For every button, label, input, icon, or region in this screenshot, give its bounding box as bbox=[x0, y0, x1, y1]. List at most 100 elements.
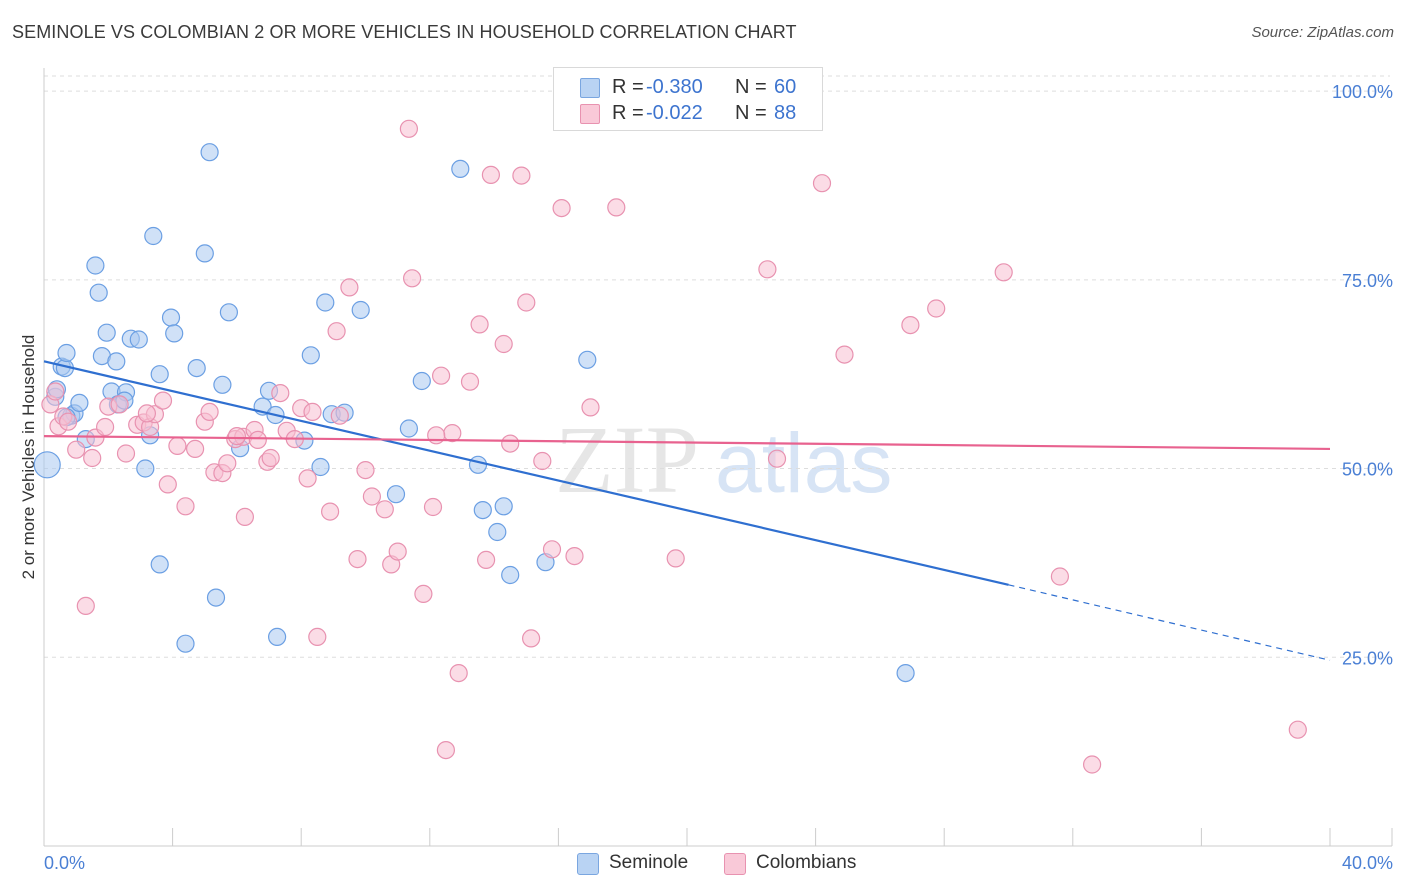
point-seminole bbox=[57, 343, 76, 363]
series-legend: Seminole Colombians bbox=[0, 850, 1406, 880]
point-colombians bbox=[812, 174, 832, 193]
gridlines bbox=[44, 75, 1390, 658]
point-colombians bbox=[235, 507, 254, 527]
point-seminole bbox=[33, 451, 61, 479]
point-seminole bbox=[896, 663, 915, 683]
point-colombians bbox=[767, 449, 787, 468]
point-seminole bbox=[578, 350, 597, 369]
point-seminole bbox=[107, 352, 126, 371]
legend-label-colombians: Colombians bbox=[756, 852, 857, 873]
point-colombians bbox=[298, 469, 317, 488]
point-colombians bbox=[321, 502, 340, 521]
point-seminole bbox=[200, 143, 219, 162]
legend-r-label: R = bbox=[612, 102, 644, 124]
legend-r-label: R = bbox=[612, 76, 644, 98]
point-seminole bbox=[176, 634, 195, 653]
point-colombians bbox=[494, 334, 513, 354]
point-seminole bbox=[351, 300, 370, 320]
point-colombians bbox=[95, 417, 115, 437]
point-seminole bbox=[301, 346, 320, 365]
point-seminole bbox=[451, 159, 470, 178]
legend-swatch-colombians bbox=[724, 853, 746, 875]
point-colombians bbox=[666, 549, 685, 568]
point-colombians bbox=[758, 260, 777, 279]
trend-lines bbox=[43, 360, 1331, 661]
y-tick-label: 75.0% bbox=[1342, 271, 1393, 291]
point-seminole bbox=[129, 330, 148, 349]
legend-swatch-seminole bbox=[580, 78, 600, 98]
point-seminole bbox=[97, 323, 116, 342]
legend-n-value: 88 bbox=[774, 102, 797, 124]
point-colombians bbox=[362, 487, 381, 506]
point-seminole bbox=[89, 283, 108, 302]
legend-n-value: 60 bbox=[774, 76, 797, 98]
point-colombians bbox=[248, 430, 267, 449]
point-seminole bbox=[150, 365, 169, 384]
point-seminole bbox=[316, 293, 335, 312]
point-colombians bbox=[261, 448, 280, 468]
point-seminole bbox=[399, 419, 418, 438]
point-colombians bbox=[901, 316, 920, 335]
point-colombians bbox=[565, 546, 584, 566]
point-colombians bbox=[348, 549, 367, 569]
point-colombians bbox=[67, 440, 86, 459]
point-seminole bbox=[150, 555, 169, 574]
legend-n-label: N = bbox=[735, 102, 767, 124]
point-colombians bbox=[327, 322, 346, 341]
x-tick-labels: 0.0% 40.0% bbox=[44, 853, 1393, 873]
point-seminole bbox=[386, 485, 406, 504]
point-colombians bbox=[176, 497, 195, 516]
point-colombians bbox=[116, 444, 136, 463]
point-seminole bbox=[494, 497, 513, 516]
point-colombians bbox=[423, 497, 443, 517]
point-colombians bbox=[501, 434, 520, 453]
point-colombians bbox=[521, 629, 541, 648]
point-seminole bbox=[86, 256, 105, 275]
point-seminole bbox=[213, 375, 232, 394]
point-colombians bbox=[356, 461, 375, 480]
point-seminole bbox=[144, 226, 163, 246]
point-colombians bbox=[58, 412, 78, 431]
y-tick-label: 50.0% bbox=[1342, 460, 1393, 480]
legend-r-value: -0.380 bbox=[646, 76, 703, 98]
point-seminole bbox=[70, 393, 89, 412]
point-colombians bbox=[432, 366, 451, 385]
point-colombians bbox=[375, 500, 394, 519]
point-colombians bbox=[340, 278, 359, 297]
point-colombians bbox=[581, 398, 600, 417]
point-seminole bbox=[161, 308, 181, 327]
point-colombians bbox=[427, 426, 446, 445]
point-seminole bbox=[206, 588, 226, 607]
point-colombians bbox=[477, 550, 496, 570]
chart-title: SEMINOLE VS COLOMBIAN 2 OR MORE VEHICLES… bbox=[12, 22, 797, 42]
point-colombians bbox=[481, 165, 500, 184]
point-seminole bbox=[187, 359, 206, 378]
point-colombians bbox=[271, 384, 290, 403]
x-ticks bbox=[43, 828, 1393, 846]
point-colombians bbox=[83, 448, 102, 468]
point-colombians bbox=[110, 395, 129, 414]
point-colombians bbox=[835, 345, 854, 364]
point-colombians bbox=[308, 627, 327, 647]
legend-n-label: N = bbox=[735, 76, 767, 98]
point-colombians bbox=[436, 740, 455, 760]
point-colombians bbox=[76, 596, 95, 616]
point-colombians bbox=[218, 454, 237, 473]
point-seminole bbox=[268, 627, 287, 647]
point-colombians bbox=[137, 404, 156, 423]
point-colombians bbox=[927, 299, 946, 318]
point-colombians bbox=[330, 406, 349, 425]
legend-swatch-colombians bbox=[580, 104, 600, 124]
point-colombians bbox=[158, 475, 177, 494]
point-seminole bbox=[311, 457, 330, 477]
point-seminole bbox=[473, 501, 492, 520]
watermark-zip: ZIP bbox=[555, 406, 699, 513]
point-colombians bbox=[200, 402, 219, 421]
point-colombians bbox=[403, 269, 422, 288]
legend-r-value: -0.022 bbox=[646, 102, 703, 124]
point-colombians bbox=[227, 427, 246, 446]
point-colombians bbox=[1288, 720, 1307, 739]
point-colombians bbox=[994, 263, 1013, 282]
point-seminole bbox=[501, 565, 520, 585]
